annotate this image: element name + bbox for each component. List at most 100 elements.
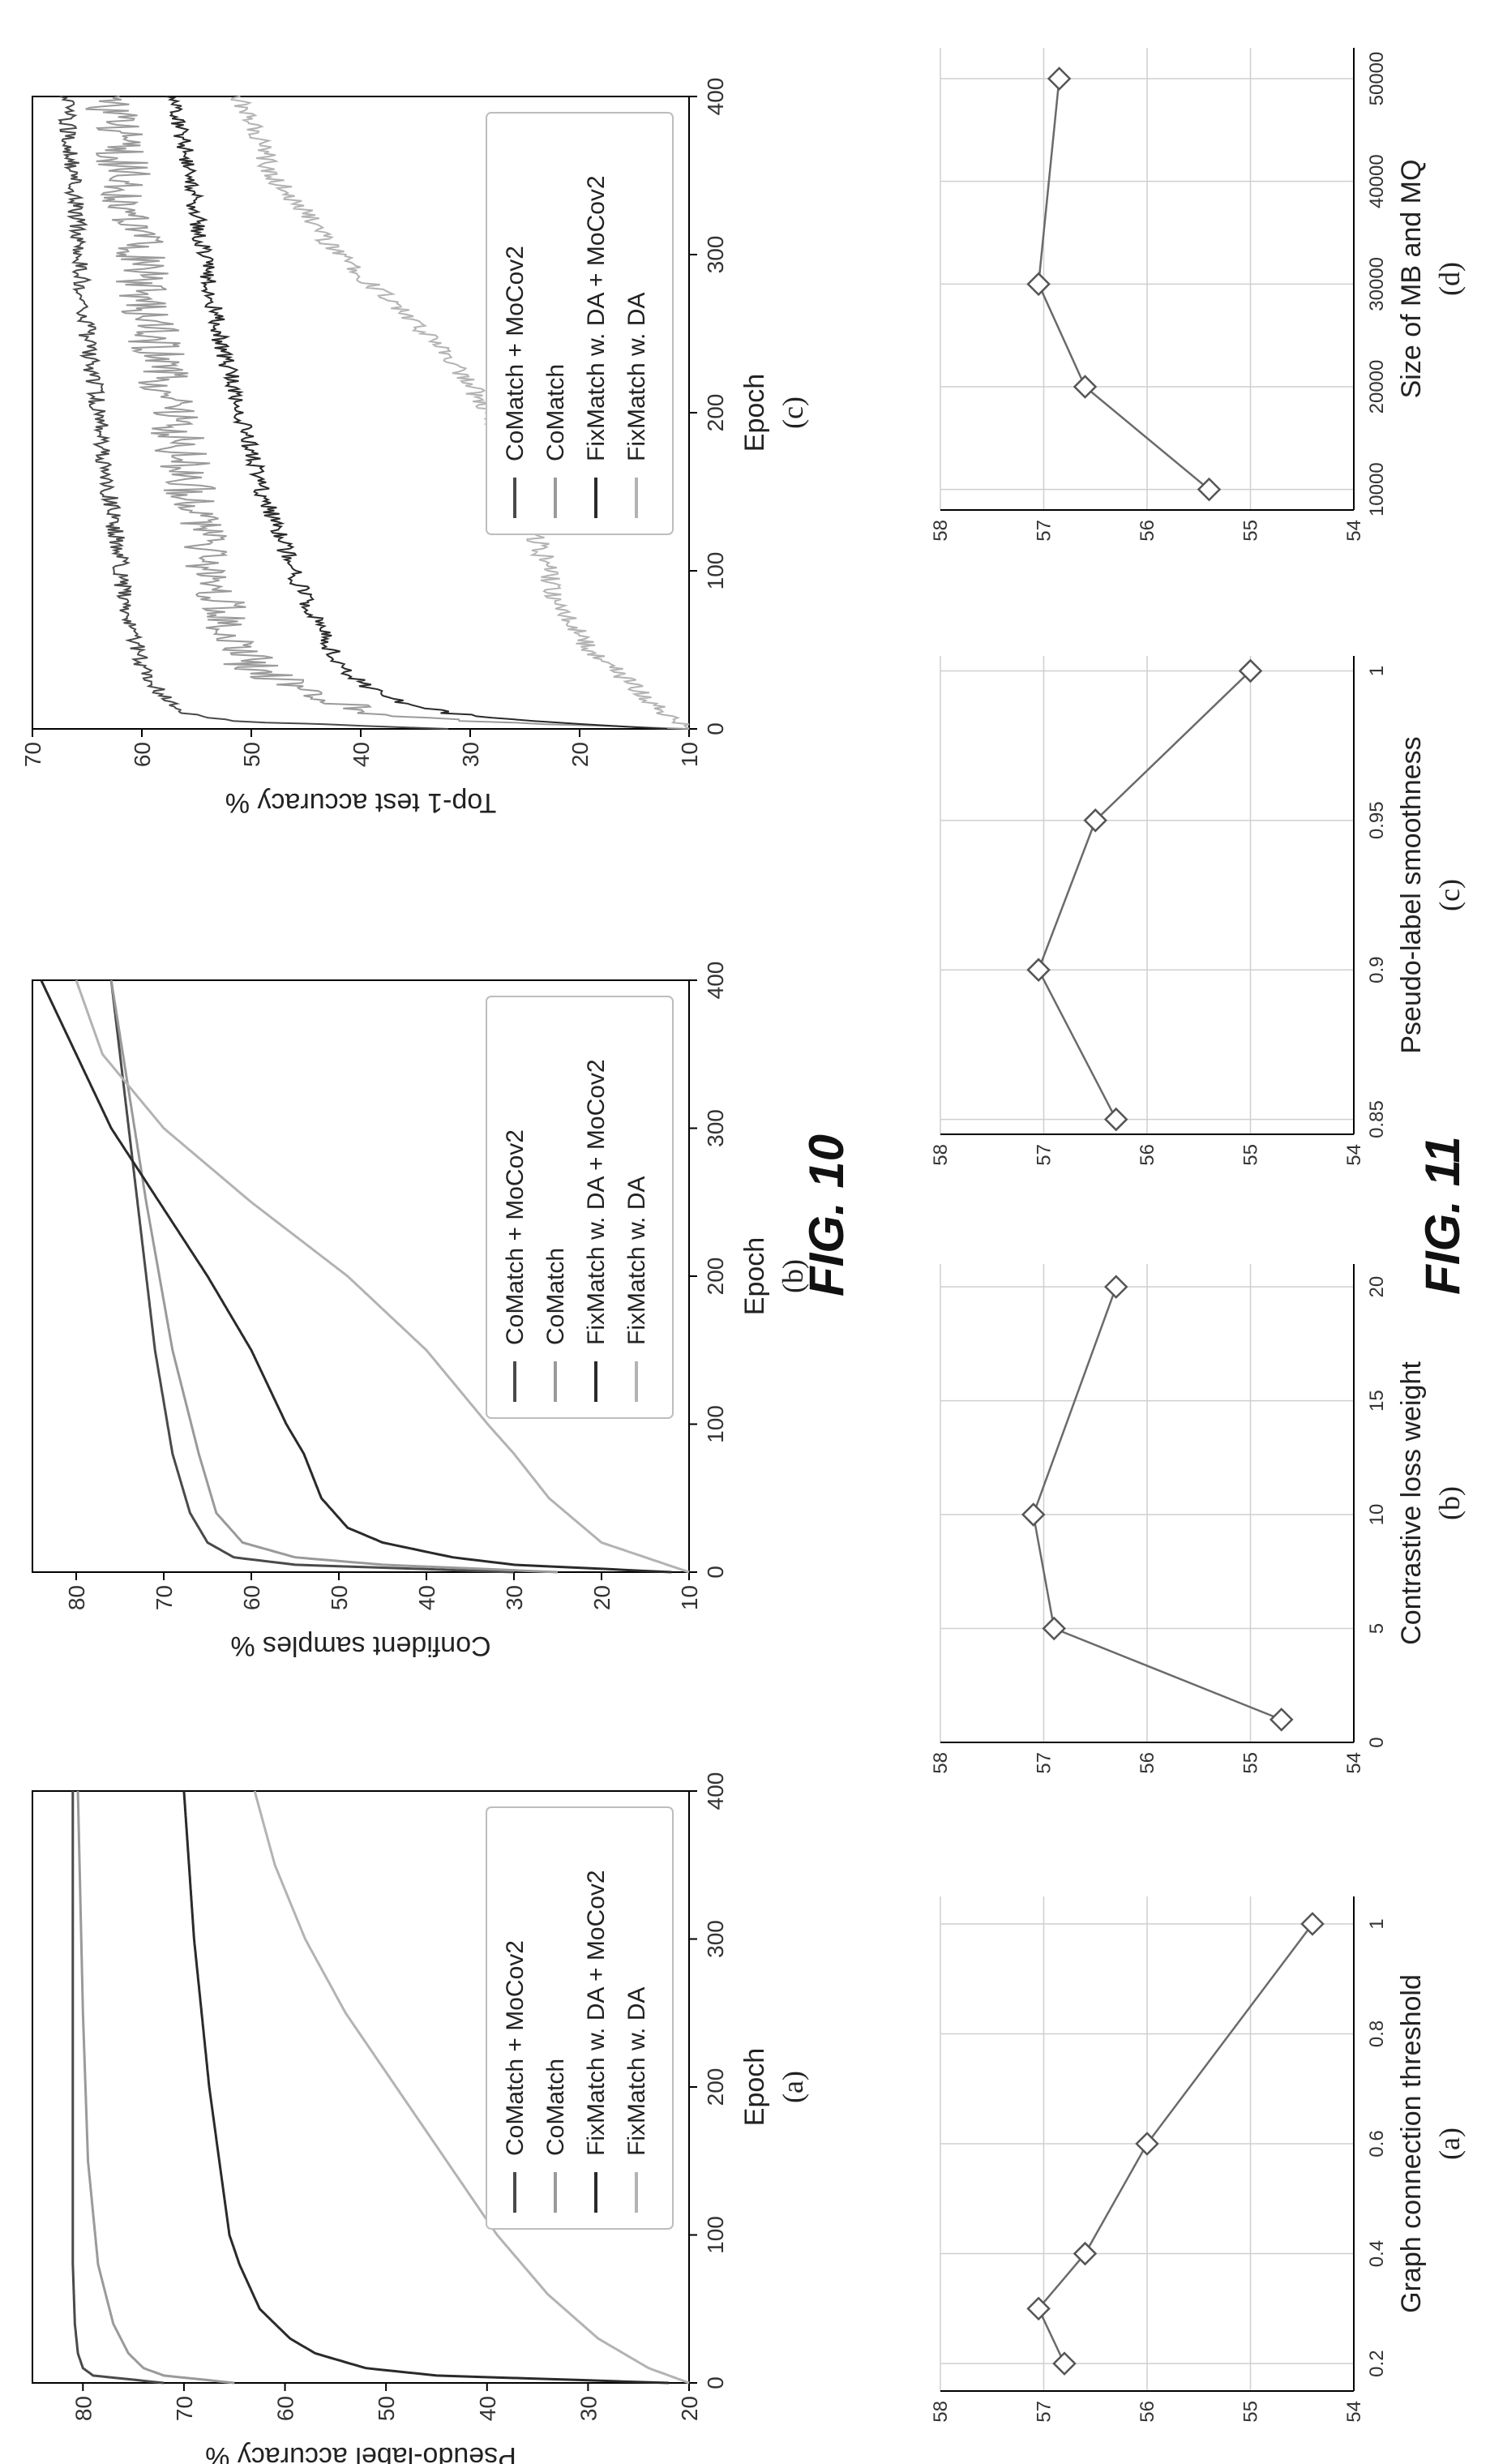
y-tick-label: 30 xyxy=(458,742,483,767)
x-tick-label: 300 xyxy=(703,236,728,274)
x-tick-label: 0.85 xyxy=(1366,1100,1388,1138)
y-tick-label: 55 xyxy=(1240,1752,1262,1774)
diamond-marker xyxy=(1300,1912,1325,1936)
x-tick-label: 1 xyxy=(1366,1918,1388,1929)
y-tick-label: 56 xyxy=(1137,1752,1158,1774)
series-line xyxy=(109,979,515,1574)
data-line xyxy=(1037,670,1252,1121)
diamond-marker xyxy=(1269,1708,1294,1732)
figure-10-title: FIG. 10 xyxy=(799,1134,854,1296)
fig10-panel-b: 0 100 200 300 400 10 20 30 40 50 60 70 80 Epoch (b) Con… xyxy=(32,962,809,1661)
x-tick-label: 0 xyxy=(703,2376,728,2389)
y-tick-label: 56 xyxy=(1137,520,1158,542)
y-tick-label: 30 xyxy=(576,2396,601,2421)
data-line xyxy=(1032,1286,1282,1721)
y-tick-label: 70 xyxy=(20,742,45,767)
fig11-panel-a: 54 55 56 57 58 0.2 0.4 0.6 0.8 1 Graph connection … xyxy=(930,1896,1466,2423)
y-tick-label: 60 xyxy=(273,2396,298,2421)
diamond-marker xyxy=(1052,2351,1077,2376)
panel-letter: (a) xyxy=(1433,2128,1466,2160)
series-line xyxy=(85,96,690,730)
y-tick-label: 58 xyxy=(930,1144,952,1166)
legend-entry: CoMatch + MoCov2 xyxy=(502,1940,529,2156)
diamond-marker xyxy=(1197,477,1222,502)
fig10-panel-c: 0 100 200 300 400 10 20 30 40 50 60 70 Epoch (c) Top-1… xyxy=(20,78,809,818)
series-line xyxy=(229,96,690,730)
x-tick-label: 0.2 xyxy=(1366,2350,1388,2376)
diamond-marker xyxy=(1103,1275,1128,1299)
legend-entry: FixMatch w. DA + MoCov2 xyxy=(583,1059,610,1345)
x-tick-label: 0.8 xyxy=(1366,2020,1388,2047)
y-tick-label: 58 xyxy=(930,2401,952,2423)
diamond-marker xyxy=(1021,1502,1046,1527)
x-tick-label: 15 xyxy=(1366,1390,1388,1412)
x-tick-label: 400 xyxy=(703,962,728,1000)
x-tick-label: 0 xyxy=(703,1566,728,1579)
x-tick-label: 10000 xyxy=(1366,462,1388,516)
x-axis-title: Epoch xyxy=(739,374,770,452)
diamond-marker xyxy=(1026,2296,1051,2321)
y-tick-label: 58 xyxy=(930,520,952,542)
y-tick-label: 20 xyxy=(589,1585,614,1610)
diamond-marker xyxy=(1047,66,1072,91)
diamond-marker xyxy=(1042,1616,1067,1641)
y-tick-label: 56 xyxy=(1137,1144,1158,1166)
diamond-marker xyxy=(1026,272,1051,297)
diamond-marker xyxy=(1026,958,1051,982)
x-tick-label: 200 xyxy=(703,1258,728,1296)
legend-box xyxy=(486,996,674,1419)
legend-entry: CoMatch xyxy=(542,2059,569,2156)
y-tick-label: 60 xyxy=(239,1585,264,1610)
x-axis-title: Epoch xyxy=(739,2048,770,2126)
y-tick-label: 20 xyxy=(567,742,593,767)
x-axis-title: Epoch xyxy=(739,1237,770,1315)
series-line xyxy=(40,979,672,1574)
y-axis-title: Confident samples % xyxy=(230,1631,490,1661)
x-tick-label: 400 xyxy=(703,1772,728,1811)
y-tick-label: 54 xyxy=(1343,1752,1365,1774)
y-tick-label: 57 xyxy=(1034,2401,1055,2423)
diamond-marker xyxy=(1083,808,1108,833)
x-tick-label: 20000 xyxy=(1366,360,1388,414)
x-tick-label: 100 xyxy=(703,552,728,590)
series-line xyxy=(253,1790,690,2385)
x-tick-label: 0.9 xyxy=(1366,957,1388,983)
series-line xyxy=(58,96,449,730)
x-tick-label: 1 xyxy=(1366,666,1388,676)
legend-entry: FixMatch w. DA xyxy=(623,1176,650,1345)
y-tick-label: 80 xyxy=(71,2396,96,2421)
y-tick-label: 57 xyxy=(1034,520,1055,542)
y-tick-label: 57 xyxy=(1034,1144,1055,1166)
x-tick-label: 200 xyxy=(703,394,728,432)
y-tick-label: 10 xyxy=(677,1585,702,1610)
y-tick-label: 54 xyxy=(1343,520,1365,542)
fig11-panel-c: 54 55 56 57 58 0.85 0.9 0.95 1 Pseudo-label smoot… xyxy=(930,656,1466,1166)
x-tick-label: 50000 xyxy=(1366,52,1388,106)
y-tick-label: 56 xyxy=(1137,2401,1158,2423)
legend-entry: CoMatch xyxy=(542,364,569,461)
diamond-marker xyxy=(1073,375,1098,399)
y-tick-label: 40 xyxy=(349,742,374,767)
legend-entry: FixMatch w. DA + MoCov2 xyxy=(583,1870,610,2156)
panel-letter: (c) xyxy=(1433,879,1466,911)
x-tick-label: 30000 xyxy=(1366,257,1388,311)
figure-11-title: FIG. 11 xyxy=(1415,1136,1470,1295)
y-tick-label: 54 xyxy=(1343,2401,1365,2423)
fig11-panel-d: 54 55 56 57 58 10000 20000 30000 40000 50000 Size … xyxy=(930,48,1466,542)
x-tick-label: 10 xyxy=(1366,1504,1388,1526)
x-tick-label: 0 xyxy=(1366,1737,1388,1747)
y-tick-label: 55 xyxy=(1240,1144,1262,1166)
x-axis-title: Graph connection threshold xyxy=(1396,1974,1427,2313)
diamond-marker xyxy=(1135,2132,1159,2156)
series-line xyxy=(182,1790,670,2385)
legend-box xyxy=(486,112,674,535)
y-axis-title: Pseudo-label accuracy % xyxy=(205,2441,516,2464)
legend-entry: FixMatch w. DA xyxy=(623,1987,650,2156)
y-tick-label: 70 xyxy=(172,2396,197,2421)
y-tick-label: 70 xyxy=(152,1585,177,1610)
series-line xyxy=(76,1791,235,2385)
x-tick-label: 40000 xyxy=(1366,154,1388,208)
x-tick-label: 5 xyxy=(1366,1623,1388,1634)
